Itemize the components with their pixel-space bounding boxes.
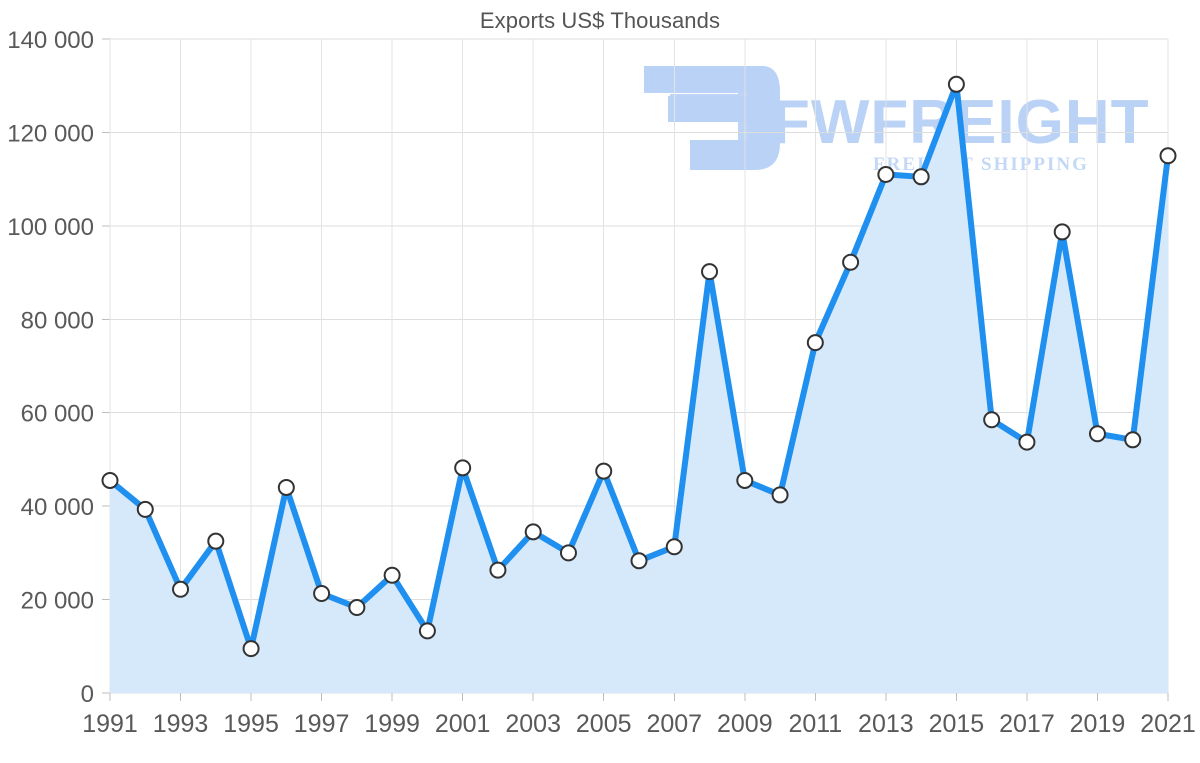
data-point-marker [701, 263, 719, 281]
data-point-marker [1088, 425, 1106, 443]
y-tick-label: 120 000 [7, 120, 94, 147]
y-tick-label: 140 000 [7, 27, 94, 54]
x-tick-label: 2011 [788, 710, 842, 738]
watermark-tagline: FREIGHT SHIPPING [873, 154, 1089, 175]
data-point-marker [454, 459, 472, 477]
data-point-marker [771, 486, 789, 504]
x-axis-tick-labels: 1991 1993 1995 1997 1999 2001 2003 2005 2007 2009… [82, 710, 1196, 738]
x-tick-label: 2015 [929, 710, 985, 738]
data-point-marker [912, 168, 930, 186]
data-point-marker [842, 253, 860, 271]
x-tick-label: 1997 [294, 710, 350, 738]
x-tick-label: 2005 [576, 710, 632, 738]
x-tick-label: 2019 [1070, 710, 1126, 738]
data-point-marker [736, 471, 754, 489]
y-tick-label: 0 [81, 681, 94, 708]
data-point-marker [1053, 223, 1071, 241]
fwfreight-logo-mark [644, 66, 780, 170]
data-point-marker [595, 462, 613, 480]
x-tick-label: 1991 [82, 710, 138, 738]
data-point-marker [983, 411, 1001, 429]
data-point-marker [1124, 431, 1142, 449]
x-tick-label: 2009 [717, 710, 773, 738]
data-point-markers [101, 75, 1177, 658]
y-tick-label: 40 000 [21, 494, 94, 521]
data-point-marker [877, 165, 895, 183]
fwfreight-watermark: FWFREIGHT FREIGHT SHIPPING [644, 66, 1149, 175]
y-tick-label: 60 000 [21, 401, 94, 428]
data-point-marker [136, 500, 154, 518]
data-point-marker [665, 538, 683, 556]
data-point-marker [242, 640, 260, 658]
data-point-marker [207, 532, 225, 550]
data-point-marker [101, 471, 119, 489]
data-point-marker [559, 544, 577, 562]
data-point-marker [172, 580, 190, 598]
y-tick-label: 80 000 [21, 307, 94, 334]
y-tick-label: 20 000 [21, 588, 94, 615]
data-point-marker [947, 75, 965, 93]
area-fill [110, 84, 1168, 693]
data-point-marker [630, 552, 648, 570]
data-point-marker [489, 561, 507, 579]
data-point-marker [277, 478, 295, 496]
chart-title: Exports US$ Thousands [479, 8, 721, 33]
data-point-marker [383, 566, 401, 584]
y-tick-label: 100 000 [7, 214, 94, 241]
x-tick-label: 2001 [435, 710, 491, 738]
x-tick-label: 2013 [858, 710, 914, 738]
x-tick-label: 2003 [505, 710, 561, 738]
data-point-marker [418, 622, 436, 640]
data-point-marker [806, 334, 824, 352]
data-point-marker [348, 599, 366, 617]
y-axis-tick-labels: 0 20 000 40 000 60 000 80 000 100 000 120 000 1… [7, 27, 94, 708]
x-tick-label: 1993 [153, 710, 209, 738]
x-tick-label: 1995 [223, 710, 279, 738]
data-point-marker [1018, 433, 1036, 451]
x-tick-label: 2021 [1140, 710, 1196, 738]
x-tick-label: 2007 [646, 710, 702, 738]
x-tick-label: 1999 [364, 710, 420, 738]
data-point-marker [524, 523, 542, 541]
data-point-marker [313, 585, 331, 602]
data-point-marker [1159, 147, 1177, 165]
x-tick-label: 2017 [999, 710, 1055, 738]
